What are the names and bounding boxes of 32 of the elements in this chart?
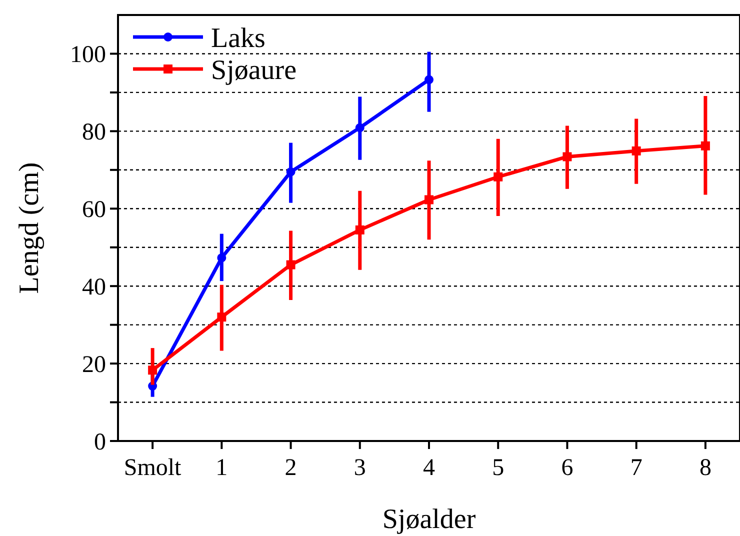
x-tick-label: 2 xyxy=(284,455,297,481)
x-tick-label: 8 xyxy=(699,455,712,481)
point xyxy=(286,167,296,176)
point xyxy=(700,141,710,150)
legend-label: Laks xyxy=(211,22,266,54)
point xyxy=(148,366,158,375)
legend-label: Sjøaure xyxy=(211,54,297,86)
point xyxy=(632,146,641,156)
point xyxy=(562,152,572,162)
y-tick-label: 40 xyxy=(82,274,106,300)
y-tick-label: 100 xyxy=(70,42,106,68)
y-tick-label: 0 xyxy=(94,429,106,456)
point xyxy=(217,312,226,322)
x-tick-label: 7 xyxy=(630,455,642,481)
y-tick-label: 60 xyxy=(82,197,106,224)
point xyxy=(424,75,434,84)
x-axis-title: Sjøalder xyxy=(382,504,476,535)
point xyxy=(494,172,503,182)
point xyxy=(355,225,364,234)
point xyxy=(355,123,364,132)
x-tick-label: 4 xyxy=(423,455,435,481)
x-tick-label: 3 xyxy=(354,455,366,481)
x-tick-label: 1 xyxy=(216,455,228,481)
y-tick-label: 20 xyxy=(82,352,106,378)
point xyxy=(217,253,226,262)
x-tick-label: 5 xyxy=(492,455,504,481)
y-tick-label: 80 xyxy=(82,120,106,146)
x-tick-label: Smolt xyxy=(124,455,182,481)
point xyxy=(286,260,296,270)
x-tick-label: 6 xyxy=(561,455,574,481)
y-axis-title: Lengd (cm) xyxy=(14,162,45,294)
point xyxy=(424,195,434,204)
